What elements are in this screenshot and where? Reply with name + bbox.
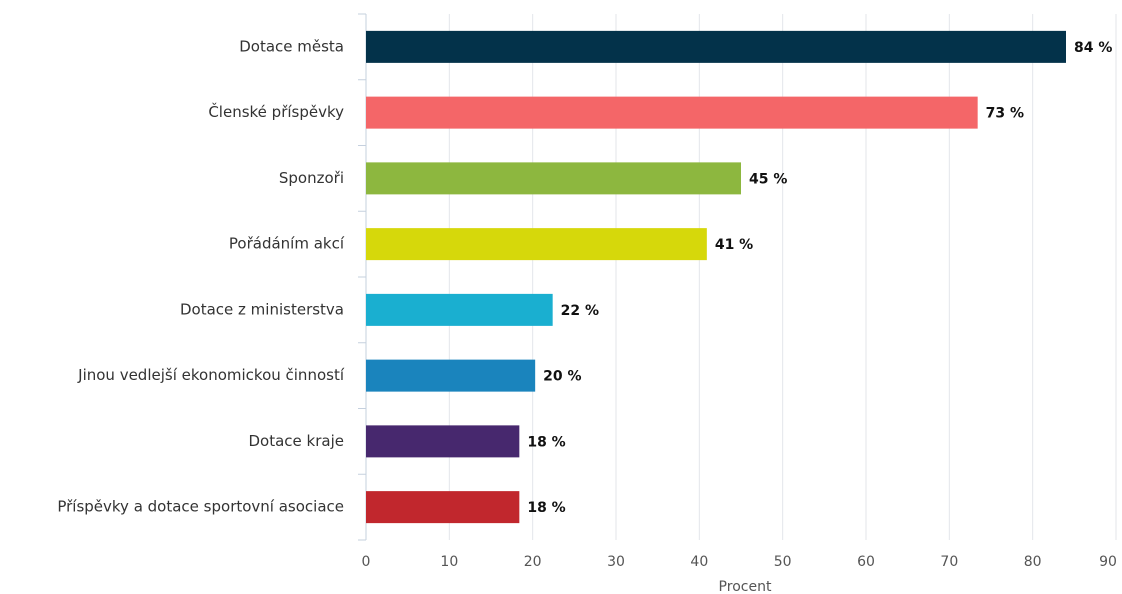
bar (366, 293, 553, 326)
x-tick-label: 80 (1024, 554, 1042, 570)
x-tick-label: 60 (857, 554, 875, 570)
bar (366, 96, 978, 129)
y-tick-label: Dotace z ministerstva (180, 300, 344, 318)
x-tick-label: 0 (362, 554, 371, 570)
value-label: 45 % (749, 171, 787, 187)
x-tick-label: 50 (774, 554, 792, 570)
bar (366, 30, 1066, 63)
x-tick-label: 90 (1099, 554, 1117, 570)
x-axis-label: Procent (719, 579, 772, 594)
x-tick-label: 40 (690, 554, 708, 570)
value-label: 18 % (527, 500, 565, 516)
bar (366, 359, 536, 392)
value-label: 22 % (561, 303, 599, 319)
value-label: 41 % (715, 237, 753, 253)
y-tick-label: Příspěvky a dotace sportovní asociace (57, 498, 344, 516)
bar (366, 228, 707, 261)
x-tick-label: 30 (607, 554, 625, 570)
x-tick-label: 10 (440, 554, 458, 570)
x-tick-label: 20 (524, 554, 542, 570)
bar (366, 162, 741, 195)
y-tick-label: Členské příspěvky (208, 102, 344, 121)
value-label: 73 % (986, 106, 1024, 122)
value-label: 84 % (1074, 40, 1112, 56)
y-tick-label: Jinou vedlejší ekonomickou činností (77, 366, 345, 384)
y-tick-label: Dotace kraje (249, 432, 345, 450)
x-tick-label: 70 (940, 554, 958, 570)
y-tick-label: Pořádáním akcí (229, 235, 345, 253)
value-label: 20 % (543, 369, 581, 385)
bar (366, 425, 520, 458)
y-tick-label: Dotace města (239, 37, 344, 55)
y-tick-label: Sponzoři (279, 169, 344, 187)
value-label: 18 % (527, 434, 565, 450)
bar (366, 491, 520, 524)
